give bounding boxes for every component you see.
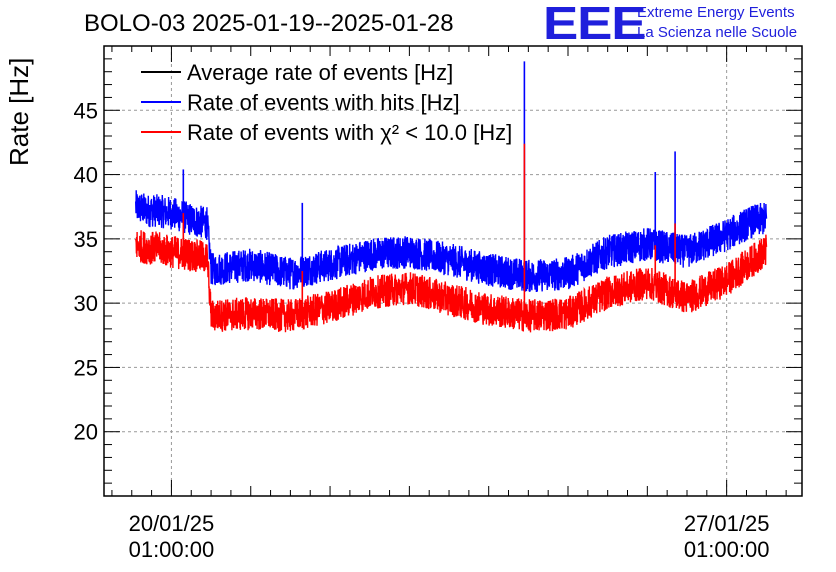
y-tick-label: 20 xyxy=(74,420,98,445)
y-tick-label: 40 xyxy=(74,163,98,188)
y-tick-label: 35 xyxy=(74,227,98,252)
chart-title: BOLO-03 2025-01-19--2025-01-28 xyxy=(84,10,454,37)
legend-label: Average rate of events [Hz] xyxy=(187,60,453,85)
series-line-chi2 xyxy=(135,230,768,333)
logo-caption-line1: Extreme Energy Events xyxy=(637,4,795,21)
series-line-hits xyxy=(135,190,768,293)
y-tick-label: 45 xyxy=(74,98,98,123)
x-tick-label-time: 01:00:00 xyxy=(129,537,215,562)
y-axis-label: Rate [Hz] xyxy=(4,57,34,166)
y-tick-label: 30 xyxy=(74,291,98,316)
x-tick-label-date: 20/01/25 xyxy=(129,511,215,536)
eee-logo: EEE xyxy=(543,0,647,49)
y-tick-label: 25 xyxy=(74,355,98,380)
logo-caption-line2: La Scienza nelle Scuole xyxy=(637,24,798,41)
legend-label: Rate of events with hits [Hz] xyxy=(187,90,460,115)
legend-label: Rate of events with χ² < 10.0 [Hz] xyxy=(187,120,512,145)
plot-frame xyxy=(103,45,803,497)
x-tick-label-date: 27/01/25 xyxy=(684,511,770,536)
x-tick-label-time: 01:00:00 xyxy=(684,537,770,562)
